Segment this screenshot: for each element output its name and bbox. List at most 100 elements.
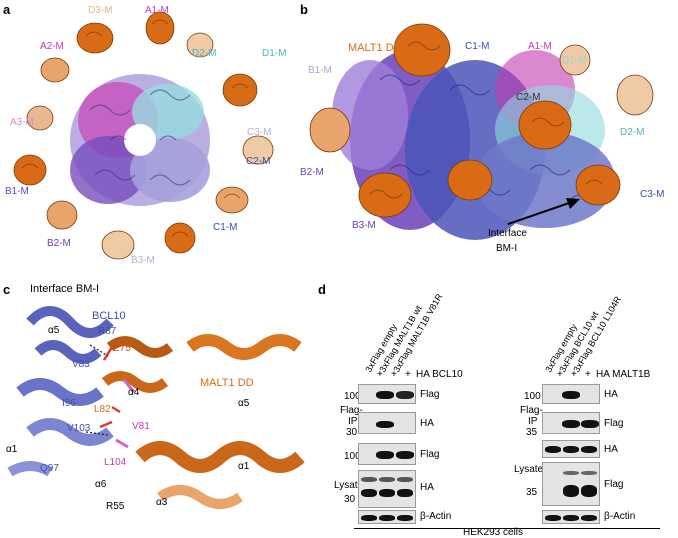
right-row-flag-lysate: Flag [604,479,624,490]
left-mw-30-ip: 30 [346,427,358,438]
label-c-a5-left: α5 [48,325,60,336]
label-c2: C2-M [246,156,271,167]
label-c-a6: α6 [95,479,107,490]
right-row-ha-lysate: HA [604,444,618,455]
label-b3: B3-M [131,255,155,266]
left-blot-ha-lysate [358,470,416,508]
label-d1: D1-M [262,48,287,59]
label-b-c2: C2-M [516,92,541,103]
right-blot-flag-lysate [542,462,600,506]
interface-arrow-line [507,201,573,225]
left-blot-ha-ip [358,412,416,434]
right-plus-3: + [585,369,591,380]
right-blot-ha-ip [542,384,600,404]
left-blot-flag-ip [358,384,416,404]
right-blot-ha-lysate [542,440,600,458]
label-c-interface: Interface BM-I [30,283,100,295]
label-d3: D3-M [88,5,113,16]
label-c-malt1: MALT1 DD [200,377,254,389]
left-mw-30-lysate: 30 [344,494,356,505]
filament-top-view-image [13,11,274,260]
right-row-ha-ip: HA [604,389,618,400]
right-side-lysate: Lysate [514,464,544,475]
right-mw-35-ip: 35 [526,427,538,438]
label-c3: C3-M [247,127,272,138]
side-label-flag-ip: Flag- [340,405,363,416]
label-b1: B1-M [5,186,29,197]
right-row-actin: β-Actin [604,511,636,522]
right-plus-2: + [571,369,577,380]
panel-label-d: d [318,282,326,297]
label-c-v81: V81 [132,421,150,432]
label-malt1-dd: MALT1 DD [348,42,402,54]
label-b-c1: C1-M [465,41,490,52]
label-b-b3: B3-M [352,220,376,231]
interface-closeup-image [7,306,305,509]
right-treatment-label: HA MALT1B [596,369,651,380]
interface-arrow-head [566,198,580,209]
label-b-d1: D1-M [562,55,587,66]
filament-side-view-image [309,23,654,240]
label-c-v83: V83 [72,359,90,370]
label-a1: A1-M [145,5,169,16]
left-row-flag-lysate: Flag [420,449,440,460]
footer-divider [354,528,660,529]
label-c-a1-left: α1 [6,444,18,455]
panel-b-structure: MALT1 DD C1-M A1-M D1-M B1-M C2-M D2-M B… [300,0,678,280]
label-d2: D2-M [192,48,217,59]
right-blot-flag-ip [542,412,600,434]
label-c1: C1-M [213,222,238,233]
panel-d-blots: 3xFlag empty 3xFlag MALT1B wt 3xFlag MAL… [318,282,678,538]
label-c-q97: Q97 [40,463,59,474]
right-mw-35-lysate: 35 [526,487,538,498]
label-a3: A3-M [10,117,34,128]
label-b-d2: D2-M [620,127,645,138]
label-b-b2: B2-M [300,167,324,178]
right-mw-100-ip: 100 [524,391,541,402]
label-bm-i: BM-I [496,243,518,254]
label-c-a1-right: α1 [238,461,250,472]
label-c-r55: R55 [106,501,125,512]
side-label-ip: IP [348,416,358,427]
label-c-i96: I96 [62,398,76,409]
panel-label-a: a [3,2,11,17]
panel-label-c: c [3,282,11,297]
label-b-a1: A1-M [528,41,552,52]
left-plus-3: + [405,369,411,380]
left-mw-100-lysate: 100 [344,451,361,462]
left-treatment-label: HA BCL10 [416,369,463,380]
label-c-a4: α4 [128,387,140,398]
label-b-c3: C3-M [640,189,665,200]
label-c-l82: L82 [94,404,111,415]
right-side-ip: IP [528,416,538,427]
footer-cell-line: HEK293 cells [463,527,524,538]
left-blot-actin [358,510,416,524]
label-c-a3: α3 [156,497,168,508]
left-row-ha-ip: HA [420,418,434,429]
left-row-ha-lysate: HA [420,482,434,493]
label-c-e75: E75 [113,343,131,354]
label-c-bcl10: BCL10 [92,310,126,322]
right-plus-1: + [557,369,563,380]
label-c-r87: R87 [98,326,117,337]
left-mw-100-ip: 100 [344,391,361,402]
side-label-lysate: Lysate [334,480,364,491]
label-b2: B2-M [47,238,71,249]
left-row-actin: β-Actin [420,511,452,522]
left-plus-1: + [377,369,383,380]
left-plus-2: + [391,369,397,380]
left-row-flag-ip: Flag [420,389,440,400]
panel-c-structure: Interface BM-I BCL10 α5 R87 E75 V83 I96 … [0,282,315,538]
right-blot-actin [542,510,600,524]
right-row-flag-ip: Flag [604,418,624,429]
left-blot-flag-lysate [358,443,416,465]
panel-a-structure: A1-M D3-M A2-M D2-M D1-M A3-M C3-M C2-M … [0,0,300,280]
label-c-v103: V103 [67,423,91,434]
right-side-flag-ip: Flag- [520,405,543,416]
label-c-a5-right: α5 [238,398,250,409]
label-c-l104: L104 [104,457,127,468]
label-a2: A2-M [40,41,64,52]
label-interface: Interface [488,228,527,239]
panel-label-b: b [300,2,308,17]
label-b-b1: B1-M [308,65,332,76]
